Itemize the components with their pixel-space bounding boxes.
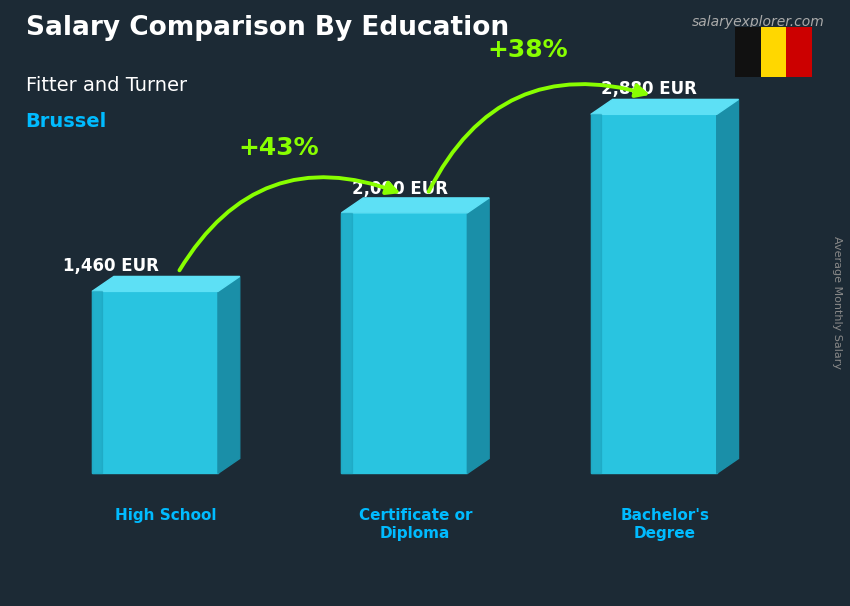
Polygon shape <box>591 115 717 473</box>
Polygon shape <box>342 198 489 213</box>
Polygon shape <box>92 291 218 473</box>
Polygon shape <box>591 115 601 473</box>
Text: Salary Comparison By Education: Salary Comparison By Education <box>26 15 508 41</box>
Text: salaryexplorer.com: salaryexplorer.com <box>692 15 824 29</box>
Polygon shape <box>342 213 352 473</box>
Polygon shape <box>591 99 739 115</box>
Text: Fitter and Turner: Fitter and Turner <box>26 76 187 95</box>
Polygon shape <box>342 213 468 473</box>
Text: +38%: +38% <box>488 38 568 62</box>
Polygon shape <box>468 198 489 473</box>
Text: 2,090 EUR: 2,090 EUR <box>352 180 448 198</box>
Polygon shape <box>92 276 240 291</box>
Text: 2,880 EUR: 2,880 EUR <box>601 80 697 98</box>
Text: 1,460 EUR: 1,460 EUR <box>64 257 159 275</box>
Text: Bachelor's
Degree: Bachelor's Degree <box>620 508 709 541</box>
Text: Average Monthly Salary: Average Monthly Salary <box>832 236 842 370</box>
Text: Brussel: Brussel <box>26 112 107 131</box>
Text: High School: High School <box>115 508 217 524</box>
Polygon shape <box>92 291 102 473</box>
Text: Certificate or
Diploma: Certificate or Diploma <box>359 508 472 541</box>
Polygon shape <box>717 99 739 473</box>
Polygon shape <box>218 276 240 473</box>
Text: +43%: +43% <box>238 136 319 160</box>
